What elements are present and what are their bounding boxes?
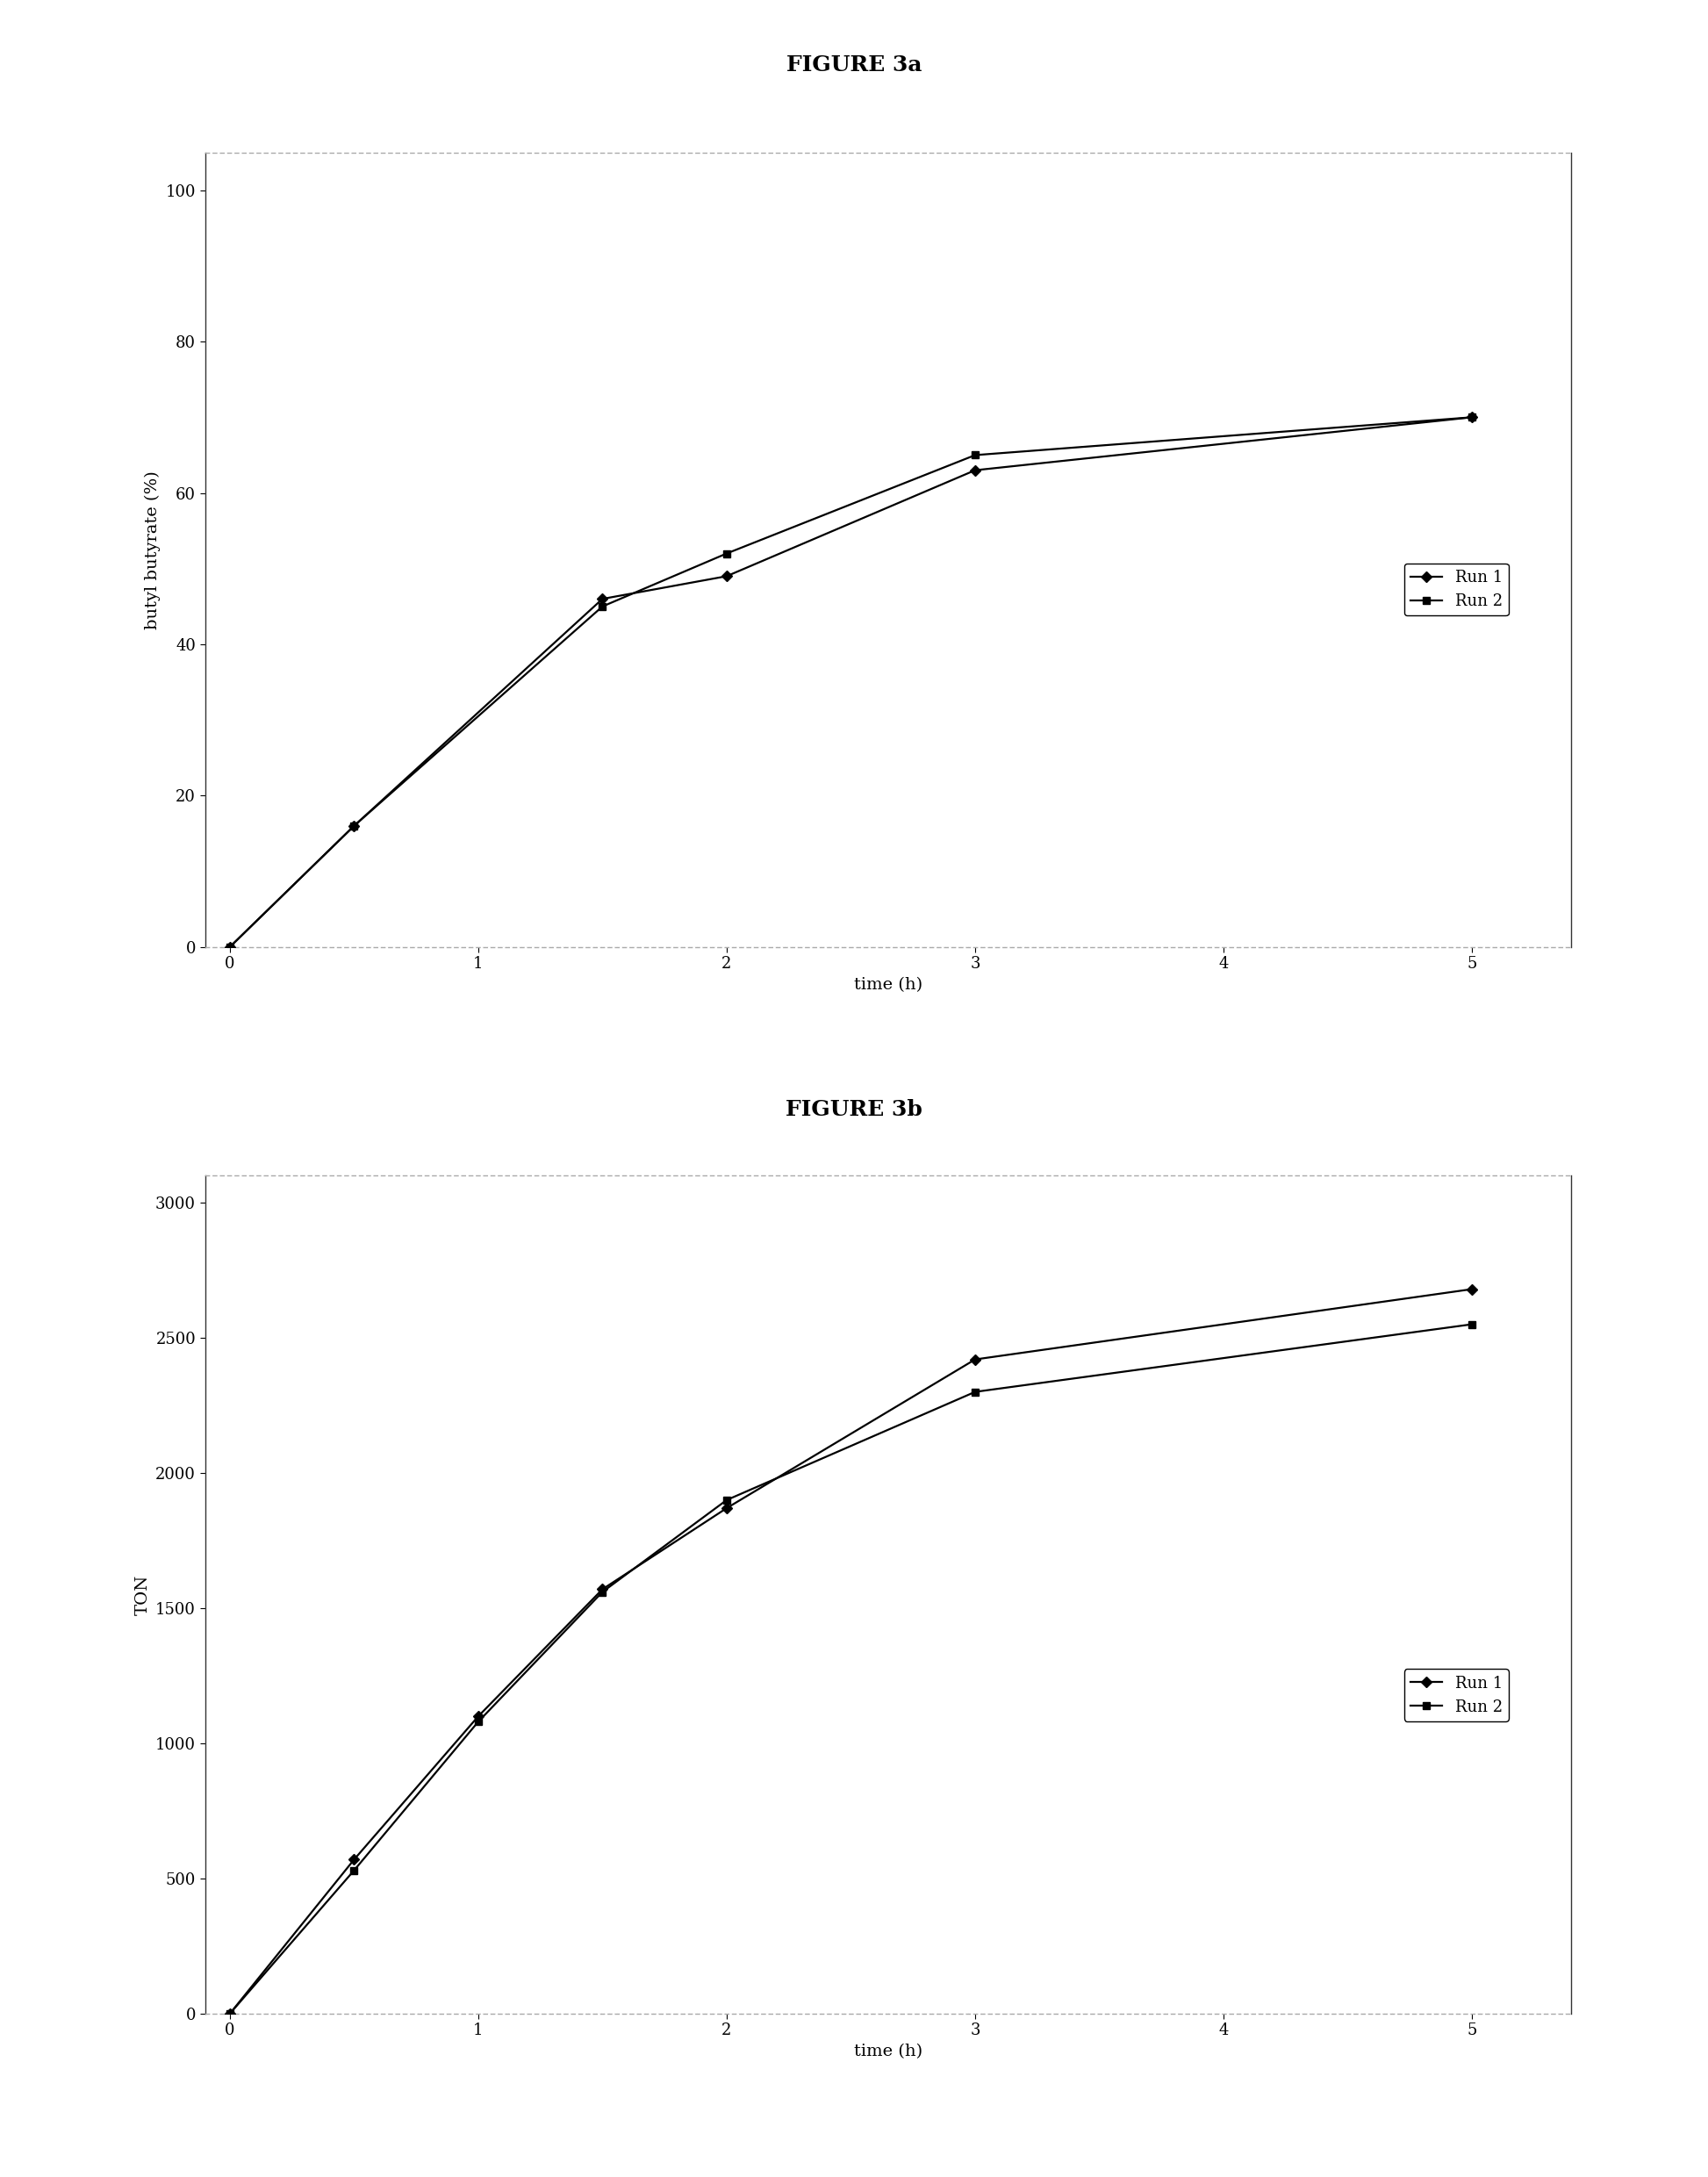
Text: FIGURE 3a: FIGURE 3a [786, 54, 922, 76]
Legend: Run 1, Run 2: Run 1, Run 2 [1404, 1670, 1508, 1722]
Run 2 [343, 812, 364, 838]
Run 1 [716, 1496, 736, 1522]
Run 2 [593, 1578, 613, 1604]
Line: Run 2: Run 2 [225, 414, 1476, 951]
Run 2 [965, 1378, 986, 1404]
Line: Run 2: Run 2 [225, 1321, 1476, 2018]
Run 1 [593, 1576, 613, 1602]
X-axis label: time (h): time (h) [854, 2044, 922, 2059]
Text: FIGURE 3b: FIGURE 3b [786, 1099, 922, 1121]
Run 1 [965, 457, 986, 483]
Run 1 [220, 934, 241, 960]
Legend: Run 1, Run 2: Run 1, Run 2 [1404, 564, 1508, 616]
Run 1 [593, 586, 613, 612]
Run 2 [220, 2001, 241, 2027]
Line: Run 1: Run 1 [225, 414, 1476, 951]
Run 2 [716, 540, 736, 566]
Run 2 [593, 594, 613, 620]
X-axis label: time (h): time (h) [854, 977, 922, 993]
Run 1 [343, 1846, 364, 1872]
Run 2 [716, 1487, 736, 1513]
Run 1 [343, 812, 364, 838]
Y-axis label: TON: TON [135, 1574, 150, 1615]
Run 1 [1462, 405, 1483, 431]
Run 2 [1462, 405, 1483, 431]
Run 2 [965, 442, 986, 468]
Run 1 [220, 2001, 241, 2027]
Run 2 [343, 1857, 364, 1883]
Run 1 [716, 564, 736, 590]
Run 1 [1462, 1276, 1483, 1302]
Y-axis label: butyl butyrate (%): butyl butyrate (%) [145, 470, 161, 629]
Run 2 [468, 1709, 488, 1735]
Run 1 [468, 1702, 488, 1729]
Run 1 [965, 1345, 986, 1372]
Run 2 [220, 934, 241, 960]
Line: Run 1: Run 1 [225, 1284, 1476, 2018]
Run 2 [1462, 1311, 1483, 1337]
